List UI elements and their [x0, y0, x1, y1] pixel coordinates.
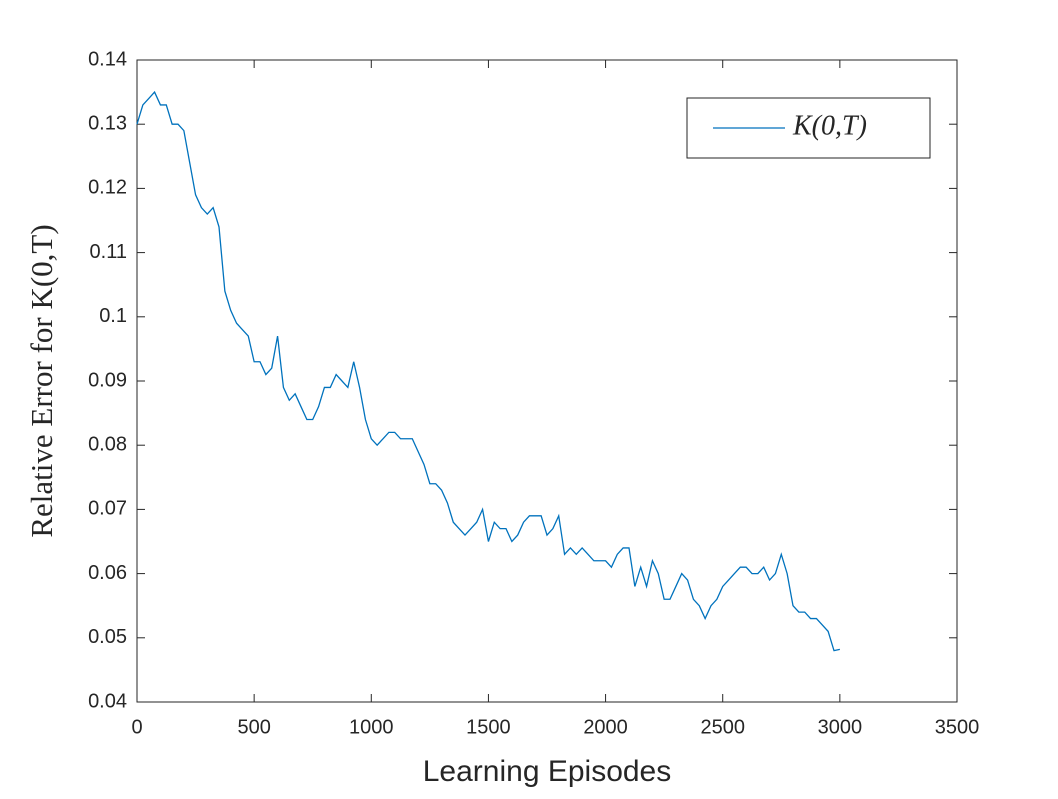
y-tick-label: 0.11 — [90, 241, 127, 263]
line — [136, 90, 840, 652]
x-tick-label: 3000 — [818, 716, 863, 738]
x-tick-label: 2500 — [700, 716, 745, 738]
x-tick-label: 500 — [237, 716, 270, 738]
y-tick-label: 0.06 — [88, 562, 127, 584]
y-tick-label: 0.04 — [88, 690, 127, 712]
x-tick-label: 1500 — [466, 716, 511, 738]
x-tick-label: 3500 — [935, 716, 980, 738]
y-tick-label: 0.14 — [88, 48, 127, 70]
y-tick-label: 0.13 — [88, 112, 127, 134]
y-tick-label: 0.09 — [88, 369, 127, 391]
x-tick-label: 1000 — [349, 716, 394, 738]
y-tick-label: 0.05 — [88, 626, 127, 648]
y-tick-label: 0.07 — [88, 498, 127, 520]
x-axis-label: Learning Episodes — [423, 755, 672, 788]
y-tick-label: 0.1 — [99, 305, 127, 327]
y-tick-label: 0.08 — [88, 433, 127, 455]
legend-label: K(0,T) — [792, 110, 867, 141]
y-tick-label: 0.12 — [88, 177, 127, 199]
plot-area — [136, 59, 958, 703]
x-tick-label: 0 — [131, 716, 142, 738]
y-axis-label: Relative Error for K(0,T) — [24, 224, 59, 537]
x-tick-label: 2000 — [583, 716, 628, 738]
